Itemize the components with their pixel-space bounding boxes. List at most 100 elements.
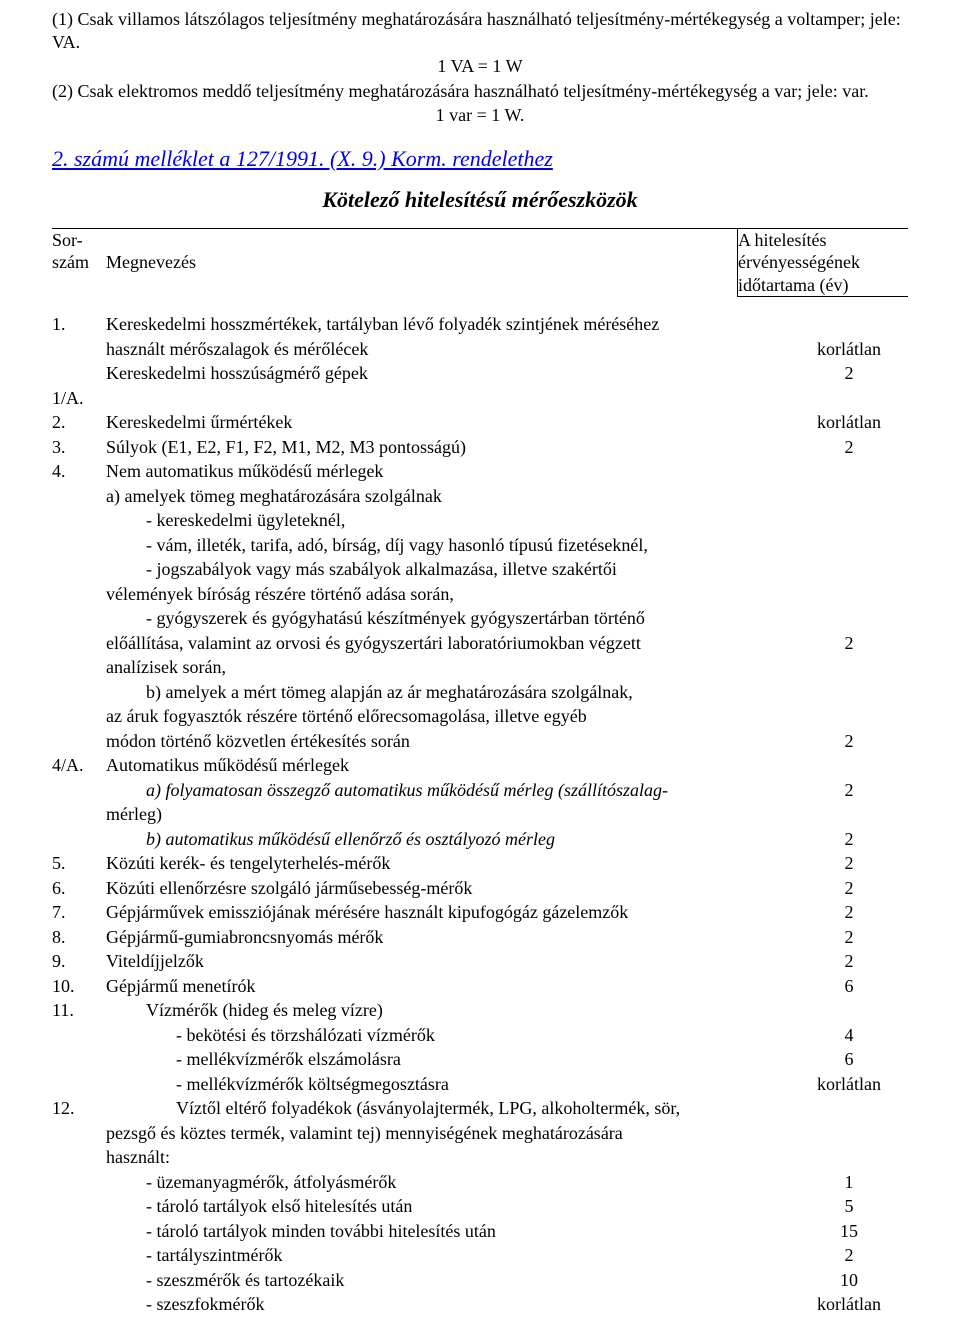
row-value: 5 (790, 1195, 908, 1220)
row-value: 15 (790, 1220, 908, 1245)
row-text: b) automatikus működésű ellenőrző és osz… (106, 828, 790, 851)
table-row: 4/A. Automatikus működésű mérlegek (52, 754, 908, 779)
table-row: - gyógyszerek és gyógyhatású készítménye… (52, 607, 908, 632)
row-number: 10. (52, 975, 106, 1000)
intro-paragraph-2: (2) Csak elektromos meddő teljesítmény m… (52, 80, 908, 103)
row-text: - szeszmérők és tartozékaik (106, 1269, 790, 1292)
row-text: Közúti kerék- és tengelyterhelés-mérők (106, 852, 790, 877)
table-row: a) folyamatosan összegző automatikus műk… (52, 779, 908, 804)
row-text: Közúti ellenőrzésre szolgáló járműsebess… (106, 877, 790, 902)
row-text: - bekötési és törzshálózati vízmérők (106, 1024, 790, 1047)
row-value: korlátlan (790, 1293, 908, 1318)
table-row: Kereskedelmi hosszúságmérő gépek 2 (52, 362, 908, 387)
row-number: 1/A. (52, 387, 106, 412)
row-value: 2 (790, 901, 908, 926)
row-number: 1. (52, 313, 106, 338)
row-value: 6 (790, 1048, 908, 1073)
table-row: - üzemanyagmérők, átfolyásmérők 1 (52, 1171, 908, 1196)
row-text: Kereskedelmi hosszmértékek, tartályban l… (106, 313, 790, 338)
table-row: - vám, illeték, tarifa, adó, bírság, díj… (52, 534, 908, 559)
row-number: 6. (52, 877, 106, 902)
row-value: korlátlan (790, 338, 908, 363)
table-row: - kereskedelmi ügyleteknél, (52, 509, 908, 534)
row-value: 2 (790, 436, 908, 461)
row-value: 2 (790, 828, 908, 853)
row-text: - gyógyszerek és gyógyhatású készítménye… (106, 607, 790, 630)
row-value: 2 (790, 926, 908, 951)
row-text: Súlyok (E1, E2, F1, F2, M1, M2, M3 ponto… (106, 436, 790, 461)
header-col-validity-2: érvényességének (738, 252, 860, 272)
row-value: 2 (790, 1244, 908, 1269)
table-row: használt mérőszalagok és mérőlécek korlá… (52, 338, 908, 363)
row-text: használt mérőszalagok és mérőlécek (106, 338, 790, 363)
intro-equation-2: 1 var = 1 W. (52, 104, 908, 127)
row-text: Viteldíjjelzők (106, 950, 790, 975)
table-row: b) amelyek a mért tömeg alapján az ár me… (52, 681, 908, 706)
table-row: használt: (52, 1146, 908, 1171)
row-text: Nem automatikus működésű mérlegek (106, 460, 790, 485)
table-header: Sor- szám Megnevezés A hitelesítés érvén… (52, 228, 908, 298)
table-row: előállítása, valamint az orvosi és gyógy… (52, 632, 908, 657)
table-row: 1. Kereskedelmi hosszmértékek, tartályba… (52, 313, 908, 338)
row-number: 5. (52, 852, 106, 877)
table-row: - tartályszintmérők 2 (52, 1244, 908, 1269)
row-text: Gépjármű menetírók (106, 975, 790, 1000)
intro-paragraph-1: (1) Csak villamos látszólagos teljesítmé… (52, 8, 908, 53)
row-text: - jogszabályok vagy más szabályok alkalm… (106, 558, 790, 581)
row-number: 12. (52, 1097, 106, 1122)
row-value: 2 (790, 852, 908, 877)
row-text: használt: (106, 1146, 790, 1171)
row-value: 2 (790, 950, 908, 975)
header-col-sorszam-2: szám (52, 252, 89, 272)
row-text: - vám, illeték, tarifa, adó, bírság, díj… (106, 534, 790, 557)
row-number: 4/A. (52, 754, 106, 779)
row-value: 2 (790, 632, 908, 657)
table-row: 3. Súlyok (E1, E2, F1, F2, M1, M2, M3 po… (52, 436, 908, 461)
row-value: 1 (790, 1171, 908, 1196)
row-text: - tároló tartályok minden további hitele… (106, 1220, 790, 1243)
row-text: Automatikus működésű mérlegek (106, 754, 790, 779)
table-row: - jogszabályok vagy más szabályok alkalm… (52, 558, 908, 583)
row-text: pezsgő és köztes termék, valamint tej) m… (106, 1122, 790, 1147)
row-value: 4 (790, 1024, 908, 1049)
row-text: - mellékvízmérők költségmegosztásra (106, 1073, 790, 1096)
row-text: - tároló tartályok első hitelesítés után (106, 1195, 790, 1218)
row-number: 3. (52, 436, 106, 461)
row-text: - mellékvízmérők elszámolásra (106, 1048, 790, 1071)
row-value: 6 (790, 975, 908, 1000)
table-row: - mellékvízmérők elszámolásra 6 (52, 1048, 908, 1073)
row-value: 2 (790, 877, 908, 902)
row-text: mérleg) (106, 803, 790, 828)
table-row: - bekötési és törzshálózati vízmérők 4 (52, 1024, 908, 1049)
document-page: (1) Csak villamos látszólagos teljesítmé… (0, 0, 960, 1326)
annex-heading-link[interactable]: 2. számú melléklet a 127/1991. (X. 9.) K… (52, 145, 908, 173)
row-text: vélemények bíróság részére történő adása… (106, 583, 790, 608)
table-row: 7. Gépjárművek emissziójának mérésére ha… (52, 901, 908, 926)
row-text: Gépjárművek emissziójának mérésére haszn… (106, 901, 790, 926)
table-row: a) amelyek tömeg meghatározására szolgál… (52, 485, 908, 510)
header-col-validity-1: A hitelesítés (738, 230, 827, 250)
row-value: korlátlan (790, 1073, 908, 1098)
table-row: módon történő közvetlen értékesítés sorá… (52, 730, 908, 755)
annex-subheading: Kötelező hitelesítésű mérőeszközök (52, 186, 908, 214)
row-number: 4. (52, 460, 106, 485)
table-row: 8. Gépjármű-gumiabroncsnyomás mérők 2 (52, 926, 908, 951)
row-number: 11. (52, 999, 106, 1024)
row-text: Gépjármű-gumiabroncsnyomás mérők (106, 926, 790, 951)
row-text: analízisek során, (106, 656, 790, 681)
header-col-sorszam-1: Sor- (52, 230, 83, 250)
row-value: 2 (790, 730, 908, 755)
table-row: - mellékvízmérők költségmegosztásra korl… (52, 1073, 908, 1098)
table-row: 12. Víztől eltérő folyadékok (ásványolaj… (52, 1097, 908, 1122)
row-text: b) amelyek a mért tömeg alapján az ár me… (106, 681, 790, 704)
row-text: - szeszfokmérők (106, 1293, 790, 1316)
row-number: 7. (52, 901, 106, 926)
header-col-megnevezes: Megnevezés (106, 252, 196, 272)
table-row: vélemények bíróság részére történő adása… (52, 583, 908, 608)
table-row: 10. Gépjármű menetírók 6 (52, 975, 908, 1000)
row-text: - üzemanyagmérők, átfolyásmérők (106, 1171, 790, 1194)
table-row: 6. Közúti ellenőrzésre szolgáló járműseb… (52, 877, 908, 902)
table-row: 1/A. (52, 387, 908, 412)
table-row: pezsgő és köztes termék, valamint tej) m… (52, 1122, 908, 1147)
row-text: a) folyamatosan összegző automatikus műk… (106, 779, 790, 802)
